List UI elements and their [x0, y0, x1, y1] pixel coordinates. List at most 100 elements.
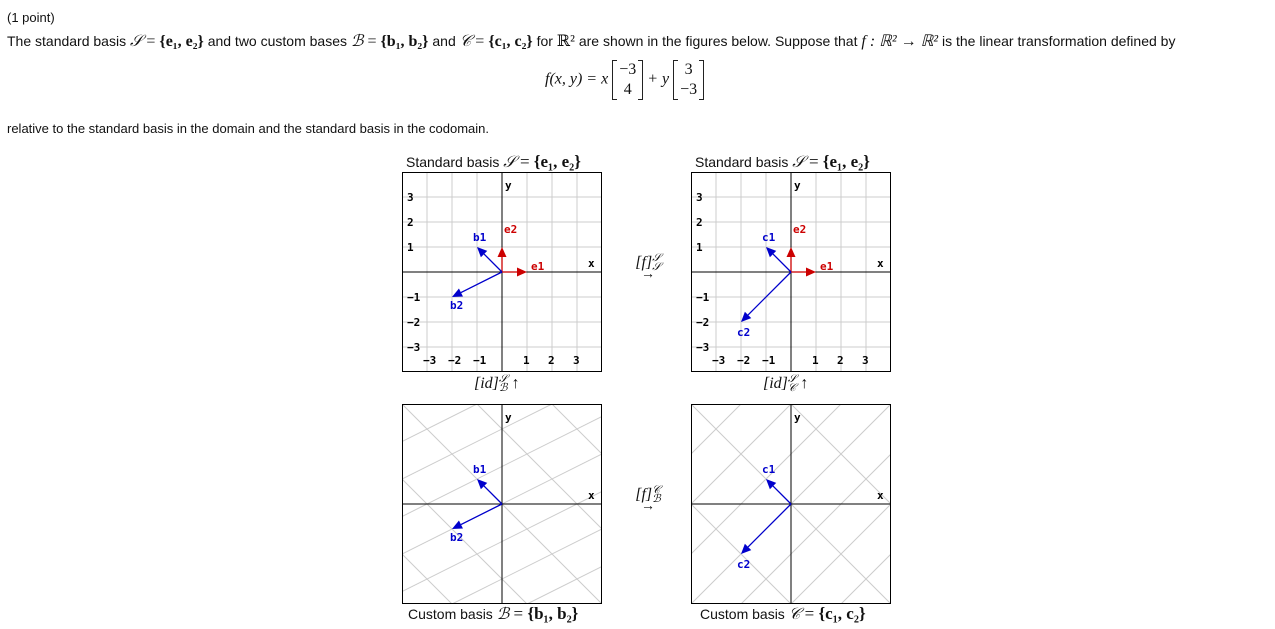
vector-b2-arrowhead — [452, 520, 463, 529]
intro-text-c: and — [432, 33, 456, 49]
intro-text-e: are shown in the figures below. Suppose … — [578, 33, 858, 49]
vector-c2-shaft — [747, 271, 792, 316]
vector-c2-arrowhead — [741, 543, 752, 554]
points-label: (1 point) — [7, 10, 55, 25]
vector-e2-arrowhead — [497, 247, 507, 257]
y-tick-label: −2 — [407, 316, 420, 329]
grid-line — [402, 553, 453, 604]
y-axis-label: y — [505, 411, 512, 424]
x-tick-label: −1 — [762, 354, 776, 367]
vector-c1-label: c1 — [762, 463, 776, 476]
vector-b1-shaft — [483, 485, 503, 505]
vector-e1-arrowhead — [806, 267, 816, 277]
plot-custom-basis-B: x y b1 b2 — [402, 404, 602, 604]
vector-e1-arrowhead — [517, 267, 527, 277]
x-tick-label: 2 — [548, 354, 555, 367]
vector-b2-shaft — [460, 271, 503, 294]
panel-title-tl: Standard basis 𝒮 = {e₁, e₂} — [406, 152, 581, 171]
vector-c2-shaft — [747, 503, 792, 548]
vector-b1-label: b1 — [473, 463, 487, 476]
grid-line — [402, 478, 528, 604]
y-axis-label: y — [505, 179, 512, 192]
intro-text-d: for — [536, 33, 553, 49]
vector-b2-label: b2 — [450, 531, 463, 544]
vector-c1-arrowhead — [766, 479, 777, 490]
y-axis-label: y — [794, 411, 801, 424]
grid-line — [402, 404, 478, 442]
label-f-BC: [f] 𝒞 ℬ → — [631, 485, 665, 515]
intro-text-f: is the linear transformation defined by — [941, 33, 1176, 49]
x-tick-label: 1 — [812, 354, 819, 367]
vector-b1-shaft — [483, 253, 503, 273]
x-tick-label: −2 — [737, 354, 750, 367]
y-tick-label: 2 — [696, 216, 703, 229]
arrow-right-icon: → — [641, 267, 655, 283]
label-f-SS: [f] 𝒮 𝒮 → — [631, 253, 665, 283]
vector-e1-label: e1 — [531, 260, 545, 273]
vector-c2-label: c2 — [737, 558, 750, 571]
vector-c1-arrowhead — [766, 247, 777, 258]
label-id-SB: [id] 𝒮 ℬ ↑ — [474, 373, 520, 395]
label-id-SC: [id] 𝒮 𝒞 ↑ — [763, 373, 809, 395]
vector-b1-label: b1 — [473, 231, 487, 244]
x-axis-label: x — [588, 257, 595, 270]
vector-c1-shaft — [772, 253, 792, 273]
vector-b2-shaft — [460, 503, 503, 526]
x-axis-label: x — [877, 257, 884, 270]
vector-b1-arrowhead — [477, 479, 488, 490]
intro-text-a: The standard basis — [7, 33, 127, 49]
set-S: {e₁, e₂} — [159, 33, 204, 50]
panel-title-tr: Standard basis 𝒮 = {e₁, e₂} — [695, 152, 870, 171]
set-B: {b₁, b₂} — [380, 33, 429, 50]
x-tick-label: 2 — [837, 354, 844, 367]
plot-border — [402, 404, 602, 604]
y-tick-label: 2 — [407, 216, 414, 229]
plot-border — [691, 172, 891, 372]
y-tick-label: −3 — [696, 341, 709, 354]
y-tick-label: −1 — [407, 291, 421, 304]
plot-border — [402, 172, 602, 372]
vector-b2-label: b2 — [450, 299, 463, 312]
y-tick-label: −3 — [407, 341, 420, 354]
f-map: f : ℝ² → ℝ² — [861, 33, 939, 50]
y-tick-label: 3 — [696, 191, 703, 204]
relative-text: relative to the standard basis in the do… — [7, 121, 490, 136]
vector-c1-label: c1 — [762, 231, 776, 244]
panel-title-br: Custom basis 𝒞 = {c₁, c₂} — [700, 604, 866, 623]
y-tick-label: 3 — [407, 191, 414, 204]
vector-c1-shaft — [772, 485, 792, 505]
vector-b1-arrowhead — [477, 247, 488, 258]
vector-e2-arrowhead — [786, 247, 796, 257]
x-tick-label: −3 — [423, 354, 436, 367]
column-vector-2: 3 −3 — [673, 60, 705, 100]
intro-text-b: and two custom bases — [207, 33, 347, 49]
x-tick-label: 3 — [573, 354, 580, 367]
plot-custom-basis-C: x y c1 c2 — [691, 404, 891, 604]
transformation-formula: f(x, y) = x −3 4 + y 3 −3 — [545, 60, 705, 100]
symbol-S: 𝒮 — [129, 31, 143, 50]
plot-standard-basis-right: x y −3 −2 −1 1 2 3 3 2 1 −1 −2 −3 e1 e2 c1 c2 — [691, 172, 891, 372]
panel-title-bl: Custom basis ℬ = {b₁, b₂} — [408, 604, 579, 623]
x-tick-label: −2 — [448, 354, 461, 367]
grid-line — [691, 404, 792, 505]
x-axis-label: x — [877, 489, 884, 502]
formula-lhs: f(x, y) = x — [545, 70, 609, 88]
grid-line — [402, 404, 553, 480]
column-vector-1: −3 4 — [612, 60, 644, 100]
x-axis-label: x — [588, 489, 595, 502]
x-tick-label: −3 — [712, 354, 725, 367]
plot-border — [691, 404, 891, 604]
vector-e1-label: e1 — [820, 260, 834, 273]
y-tick-label: −1 — [696, 291, 710, 304]
vector-c2-label: c2 — [737, 326, 750, 339]
y-tick-label: −2 — [696, 316, 709, 329]
arrow-up-icon: ↑ — [511, 375, 520, 392]
x-tick-label: 3 — [862, 354, 869, 367]
y-axis-label: y — [794, 179, 801, 192]
symbol-C: 𝒞 — [459, 31, 472, 50]
vector-b2-arrowhead — [452, 288, 463, 297]
vector-e2-label: e2 — [793, 223, 806, 236]
vector-e2-label: e2 — [504, 223, 517, 236]
y-tick-label: 1 — [407, 241, 414, 254]
vector-c2-arrowhead — [741, 311, 752, 322]
